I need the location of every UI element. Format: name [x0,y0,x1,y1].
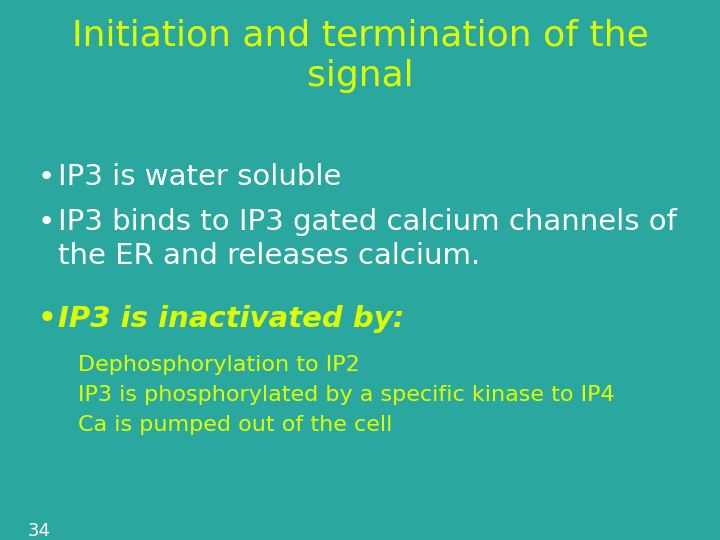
Text: IP3 is water soluble: IP3 is water soluble [58,163,341,191]
Text: Initiation and termination of the
signal: Initiation and termination of the signal [71,18,649,93]
Text: Dephosphorylation to IP2: Dephosphorylation to IP2 [78,355,360,375]
Text: •: • [38,163,55,191]
Text: Ca is pumped out of the cell: Ca is pumped out of the cell [78,415,392,435]
Text: 34: 34 [28,522,51,540]
Text: IP3 binds to IP3 gated calcium channels of
the ER and releases calcium.: IP3 binds to IP3 gated calcium channels … [58,208,677,269]
Text: •: • [38,305,57,333]
Text: IP3 is inactivated by:: IP3 is inactivated by: [58,305,405,333]
Text: •: • [38,208,55,236]
Text: IP3 is phosphorylated by a specific kinase to IP4: IP3 is phosphorylated by a specific kina… [78,385,615,405]
